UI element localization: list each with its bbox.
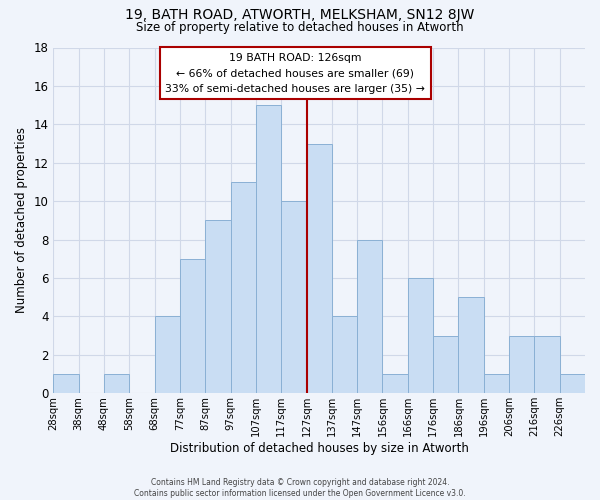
- Bar: [281, 201, 307, 394]
- Bar: [408, 278, 433, 394]
- Bar: [535, 336, 560, 394]
- Bar: [357, 240, 382, 394]
- Text: Size of property relative to detached houses in Atworth: Size of property relative to detached ho…: [136, 21, 464, 34]
- Bar: [433, 336, 458, 394]
- Bar: [382, 374, 408, 394]
- Bar: [104, 374, 130, 394]
- Text: 19 BATH ROAD: 126sqm
← 66% of detached houses are smaller (69)
33% of semi-detac: 19 BATH ROAD: 126sqm ← 66% of detached h…: [166, 52, 425, 94]
- Y-axis label: Number of detached properties: Number of detached properties: [15, 128, 28, 314]
- Text: Contains HM Land Registry data © Crown copyright and database right 2024.
Contai: Contains HM Land Registry data © Crown c…: [134, 478, 466, 498]
- Bar: [509, 336, 535, 394]
- Bar: [332, 316, 357, 394]
- Bar: [205, 220, 230, 394]
- Bar: [256, 105, 281, 394]
- Bar: [458, 297, 484, 394]
- Bar: [53, 374, 79, 394]
- Bar: [560, 374, 585, 394]
- Bar: [307, 144, 332, 394]
- X-axis label: Distribution of detached houses by size in Atworth: Distribution of detached houses by size …: [170, 442, 469, 455]
- Bar: [230, 182, 256, 394]
- Bar: [484, 374, 509, 394]
- Text: 19, BATH ROAD, ATWORTH, MELKSHAM, SN12 8JW: 19, BATH ROAD, ATWORTH, MELKSHAM, SN12 8…: [125, 8, 475, 22]
- Bar: [180, 259, 205, 394]
- Bar: [155, 316, 180, 394]
